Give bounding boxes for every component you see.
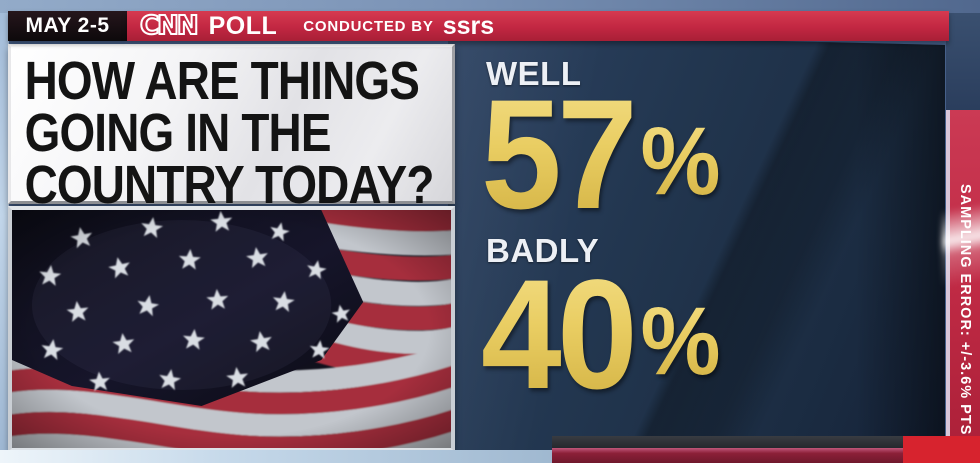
percent-sign: % [640, 287, 721, 396]
result-label-badly: BADLY [486, 232, 599, 270]
cnn-logo: CNN [139, 10, 200, 42]
sampling-error-strip: SAMPLING ERROR: +/-3.6% PTS [946, 110, 980, 455]
chyron-red-block [903, 436, 980, 463]
headline-panel: HOW ARE THINGS GOING IN THE COUNTRY TODA… [8, 44, 455, 212]
bottom-left-background-strip [0, 450, 556, 463]
poll-date: MAY 2-5 [25, 14, 110, 37]
result-label-well: WELL [486, 55, 581, 93]
poll-label: POLL [208, 11, 278, 40]
poll-source-bar: CNN POLL CONDUCTED BY ssrs [127, 10, 949, 42]
percent-sign: % [640, 107, 721, 216]
headline-line-3: COUNTRY TODAY? [24, 154, 435, 215]
headline-line-2: GOING IN THE [24, 102, 332, 163]
top-background-strip [0, 0, 980, 13]
result-number-badly: 40 [481, 248, 638, 422]
chyron-shadow-band [552, 436, 946, 449]
result-value-badly: 40% [481, 257, 721, 413]
page-title: HOW ARE THINGS GOING IN THE COUNTRY TODA… [11, 47, 435, 215]
ssrs-logo: ssrs [442, 11, 495, 40]
sampling-error-text: SAMPLING ERROR: +/-3.6% PTS [957, 183, 973, 435]
result-number-well: 57 [481, 68, 638, 242]
headline-line-1: HOW ARE THINGS [24, 51, 420, 111]
result-value-well: 57% [481, 77, 721, 233]
results-panel: WELL 57% BADLY 40% [448, 33, 945, 450]
chyron-bar [552, 448, 980, 463]
left-background-strip [0, 13, 9, 463]
conducted-by-label: CONDUCTED BY [303, 17, 434, 35]
american-flag-graphic [12, 210, 451, 448]
american-flag-image [8, 206, 455, 452]
poll-date-badge: MAY 2-5 [8, 11, 127, 41]
top-right-corner-background [946, 13, 980, 113]
